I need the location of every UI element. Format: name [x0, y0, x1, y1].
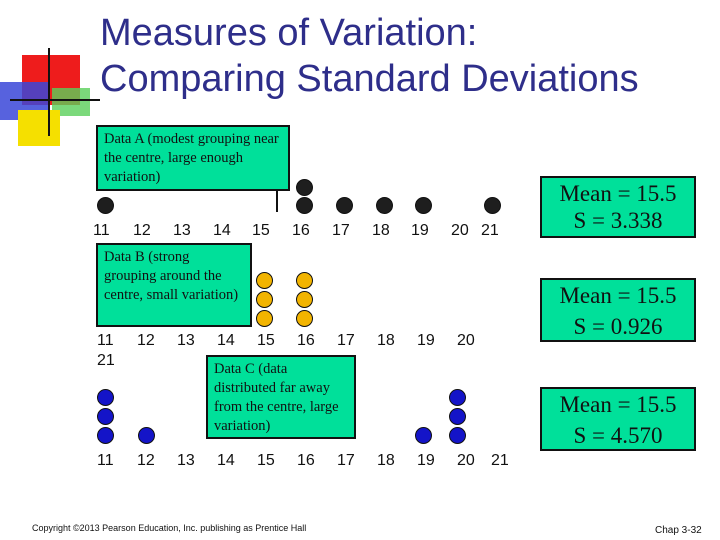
- axis-label: 11: [97, 332, 114, 349]
- data-point: [97, 408, 114, 425]
- data-point: [256, 272, 273, 289]
- logo-yellow-square: [18, 110, 60, 146]
- sd-value: S = 0.926: [573, 314, 663, 339]
- data-point: [376, 197, 393, 214]
- title-line-1: Measures of Variation:: [100, 12, 478, 54]
- axis-label: 12: [137, 332, 155, 349]
- chapter-label: Chap 3-32: [655, 525, 702, 536]
- axis-label: 20: [457, 452, 475, 469]
- axis-label: 12: [133, 222, 151, 239]
- mean-marker-a: [276, 190, 278, 212]
- copyright-text: Copyright ©2013 Pearson Education, Inc. …: [32, 523, 307, 533]
- axis-label: 21: [481, 222, 499, 239]
- logo-vertical-line: [48, 48, 50, 136]
- title-line-2: Comparing Standard Deviations: [100, 58, 639, 100]
- axis-label: 21: [491, 452, 509, 469]
- axis-label: 19: [417, 452, 435, 469]
- data-point: [415, 197, 432, 214]
- axis-label: 21: [97, 352, 115, 369]
- page-title: Measures of Variation: Comparing Standar…: [100, 10, 639, 102]
- data-point: [97, 389, 114, 406]
- axis-label: 13: [177, 332, 195, 349]
- data-point: [296, 179, 313, 196]
- axis-label: 14: [217, 332, 235, 349]
- axis-label: 16: [297, 332, 315, 349]
- axis-label: 14: [213, 222, 231, 239]
- data-point: [449, 408, 466, 425]
- data-point: [449, 427, 466, 444]
- stats-box-b: Mean = 15.5 S = 0.926: [540, 278, 696, 342]
- data-point: [97, 197, 114, 214]
- data-point: [296, 272, 313, 289]
- logo-horizontal-line: [10, 99, 100, 101]
- axis-label: 19: [411, 222, 429, 239]
- sd-value: S = 4.570: [573, 423, 663, 448]
- data-point: [484, 197, 501, 214]
- data-point: [296, 310, 313, 327]
- axis-label: 18: [377, 332, 395, 349]
- axis-label: 20: [457, 332, 475, 349]
- axis-label: 13: [173, 222, 191, 239]
- axis-label: 15: [257, 452, 275, 469]
- stats-box-c: Mean = 15.5 S = 4.570: [540, 387, 696, 451]
- axis-label: 16: [297, 452, 315, 469]
- axis-label: 12: [137, 452, 155, 469]
- mean-value: Mean = 15.5: [559, 283, 677, 308]
- axis-label: 18: [372, 222, 390, 239]
- axis-label: 14: [217, 452, 235, 469]
- axis-label: 17: [337, 452, 355, 469]
- stats-box-a: Mean = 15.5 S = 3.338: [540, 176, 696, 238]
- axis-label: 11: [97, 452, 114, 469]
- data-point: [256, 310, 273, 327]
- axis-label: 13: [177, 452, 195, 469]
- mean-value: Mean = 15.5: [559, 181, 677, 206]
- axis-label: 16: [292, 222, 310, 239]
- sd-value: S = 3.338: [573, 208, 663, 233]
- data-point: [138, 427, 155, 444]
- axis-label: 17: [332, 222, 350, 239]
- data-point: [296, 291, 313, 308]
- axis-label: 17: [337, 332, 355, 349]
- axis-label: 15: [252, 222, 270, 239]
- data-point: [415, 427, 432, 444]
- axis-label: 19: [417, 332, 435, 349]
- axis-label: 15: [257, 332, 275, 349]
- data-point: [296, 197, 313, 214]
- mean-value: Mean = 15.5: [559, 392, 677, 417]
- data-b-label: Data B (strong grouping around the centr…: [96, 243, 252, 327]
- data-c-label: Data C (data distributed far away from t…: [206, 355, 356, 439]
- data-point: [449, 389, 466, 406]
- axis-label: 18: [377, 452, 395, 469]
- axis-label: 20: [451, 222, 469, 239]
- axis-label: 11: [93, 222, 110, 239]
- data-a-label: Data A (modest grouping near the centre,…: [96, 125, 290, 191]
- data-point: [97, 427, 114, 444]
- data-point: [256, 291, 273, 308]
- data-point: [336, 197, 353, 214]
